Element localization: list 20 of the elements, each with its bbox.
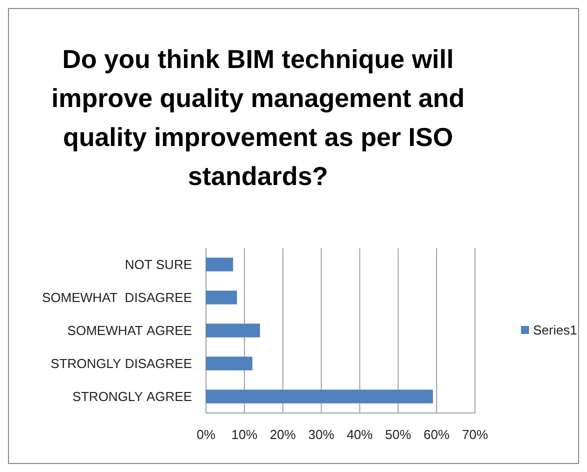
chart-title: Do you think BIM technique will improve quality management and quality improvement as per ISO standards? <box>51 44 465 191</box>
y-tick-label: NOT SURE <box>124 257 192 272</box>
bar <box>206 390 433 404</box>
bar <box>206 324 260 338</box>
x-tick-label: 50% <box>385 427 412 442</box>
x-tick-label: 10% <box>231 427 258 442</box>
bar <box>206 356 252 370</box>
x-tick-label: 0% <box>196 427 216 442</box>
bar <box>206 290 237 304</box>
y-tick-label: SOMEWHAT DISAGREE <box>42 290 192 306</box>
x-tick-label: 30% <box>308 427 335 442</box>
y-tick-label: STRONGLY AGREE <box>72 389 192 404</box>
y-tick-label: STRONGLY DISAGREE <box>50 356 192 372</box>
y-tick-label: SOMEWHAT AGREE <box>67 323 192 338</box>
x-tick-label: 20% <box>270 427 296 442</box>
x-tick-label: 60% <box>424 427 450 442</box>
legend-label: Series1 <box>533 322 578 338</box>
bar <box>206 258 234 272</box>
x-tick-label: 40% <box>346 427 374 442</box>
x-tick-label: 70% <box>462 427 488 442</box>
